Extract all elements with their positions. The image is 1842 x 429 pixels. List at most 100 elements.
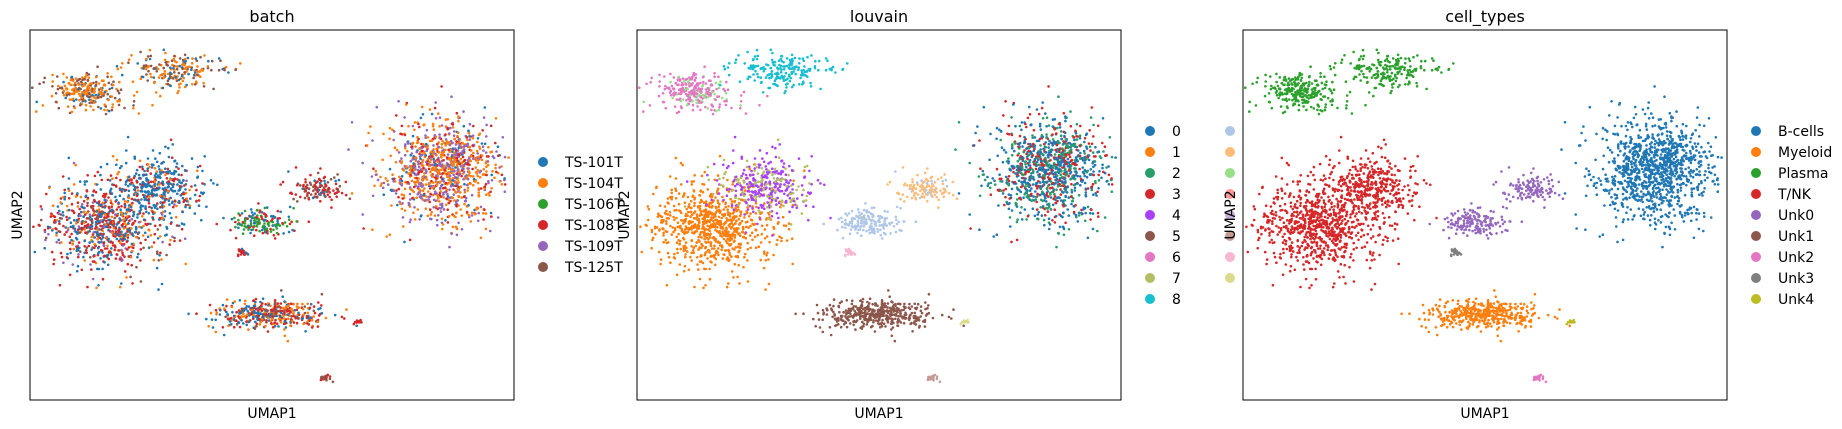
scatter-point (297, 311, 300, 315)
scatter-point (468, 163, 471, 167)
scatter-point (74, 230, 78, 234)
scatter-point (474, 159, 478, 162)
scatter-point (694, 92, 698, 95)
scatter-point (676, 251, 679, 255)
scatter-point (257, 202, 260, 205)
scatter-point (275, 231, 279, 235)
scatter-point (462, 110, 465, 113)
scatter-point (74, 163, 77, 167)
scatter-point (398, 179, 402, 182)
scatter-point (662, 231, 665, 235)
scatter-point (729, 218, 733, 221)
scatter-point (704, 93, 707, 97)
scatter-point (745, 225, 748, 229)
scatter-point (151, 210, 154, 213)
scatter-point (92, 108, 95, 112)
scatter-point (101, 277, 105, 281)
scatter-point (786, 77, 789, 81)
scatter-point (734, 61, 737, 64)
scatter-point (255, 324, 258, 328)
scatter-point (185, 83, 188, 87)
scatter-point (125, 240, 129, 243)
scatter-point (679, 161, 683, 165)
scatter-point (75, 247, 79, 250)
scatter-point (145, 195, 149, 198)
scatter-point (196, 65, 199, 68)
scatter-point (71, 79, 75, 82)
scatter-point (656, 215, 660, 218)
scatter-point (699, 95, 703, 99)
scatter-point (692, 211, 696, 215)
scatter-point (190, 61, 194, 65)
scatter-point (199, 55, 202, 59)
scatter-point (687, 228, 691, 231)
scatter-point (141, 165, 144, 169)
scatter-point (691, 103, 695, 107)
scatter-point (389, 188, 393, 192)
scatter-point (132, 221, 135, 225)
scatter-point (741, 228, 745, 231)
scatter-point (316, 171, 320, 175)
scatter-point (183, 53, 187, 57)
scatter-point (260, 307, 264, 310)
scatter-point (103, 90, 107, 94)
scatter-point (229, 228, 232, 232)
scatter-point (471, 144, 475, 147)
scatter-point (114, 184, 118, 187)
scatter-point (144, 197, 147, 200)
scatter-point (170, 59, 174, 62)
scatter-point (686, 214, 689, 217)
scatter-point (85, 190, 89, 193)
scatter-point (664, 238, 667, 242)
scatter-point (97, 88, 101, 91)
scatter-point (102, 224, 106, 228)
scatter-point (664, 84, 667, 88)
scatter-point (79, 210, 83, 214)
scatter-point (403, 240, 406, 244)
scatter-point (445, 197, 448, 201)
scatter-point (746, 259, 749, 262)
scatter-point (721, 235, 724, 238)
scatter-point (57, 84, 60, 88)
scatter-point (708, 194, 712, 198)
scatter-point (679, 219, 683, 222)
scatter-point (806, 55, 809, 59)
scatter-point (246, 217, 249, 220)
scatter-point (746, 248, 750, 251)
scatter-point (282, 232, 285, 235)
scatter-point (283, 328, 286, 331)
scatter-point (85, 180, 88, 183)
scatter-point (316, 325, 320, 328)
scatter-point (57, 106, 61, 110)
scatter-point (149, 64, 153, 68)
scatter-point (456, 199, 460, 202)
scatter-point (168, 243, 171, 246)
scatter-point (151, 217, 155, 220)
scatter-point (437, 145, 441, 149)
scatter-point (709, 244, 713, 247)
scatter-point (469, 174, 473, 178)
scatter-point (147, 69, 150, 73)
scatter-point (454, 200, 458, 204)
scatter-point (238, 223, 242, 226)
scatter-point (123, 270, 127, 273)
scatter-point (99, 92, 102, 96)
scatter-point (413, 206, 416, 209)
scatter-point (183, 199, 186, 202)
scatter-point (482, 211, 485, 215)
scatter-point (153, 206, 157, 209)
scatter-point (263, 206, 267, 210)
scatter-point (93, 200, 97, 203)
scatter-point (252, 225, 255, 229)
scatter-point (411, 196, 414, 200)
scatter-point (408, 198, 412, 201)
scatter-point (365, 144, 369, 147)
scatter-point (683, 201, 687, 204)
scatter-point (727, 282, 730, 285)
scatter-point (113, 216, 117, 220)
scatter-point (98, 241, 101, 244)
scatter-point (264, 303, 268, 306)
scatter-point (428, 208, 432, 211)
scatter-point (677, 83, 680, 86)
scatter-point (650, 76, 653, 80)
